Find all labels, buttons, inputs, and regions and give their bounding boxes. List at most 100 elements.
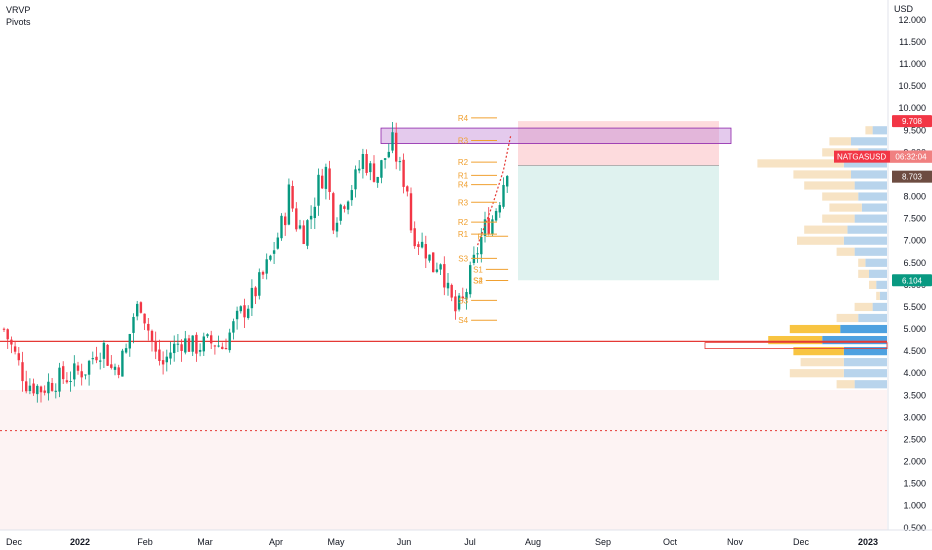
- candle-body: [239, 306, 242, 312]
- candle-body: [91, 358, 94, 360]
- candle-body: [321, 175, 324, 189]
- candle-body: [62, 366, 65, 380]
- candle-body: [198, 349, 202, 352]
- volume-bar-up: [876, 280, 887, 289]
- candle-body: [173, 343, 176, 354]
- candle-body: [28, 385, 32, 392]
- candle-body: [221, 346, 224, 350]
- time-axis[interactable]: Dec 2022 Feb Mar Apr May Jun Jul Aug Sep Oct Nov Dec…: [0, 529, 932, 547]
- candle-body: [210, 335, 213, 344]
- candle-body: [2, 328, 6, 330]
- candle-body: [461, 296, 464, 299]
- candle-body: [232, 321, 235, 333]
- candle-body: [420, 241, 424, 248]
- x-tick-label: Dec: [6, 537, 23, 547]
- y-tick-label: 11.500: [899, 37, 926, 47]
- volume-bar-down: [789, 369, 844, 378]
- legend-vrvp[interactable]: VRVP: [6, 5, 31, 15]
- candle-body: [391, 132, 394, 151]
- candle-body: [158, 349, 161, 361]
- candle-body: [398, 161, 402, 163]
- candle-body: [365, 154, 368, 173]
- candle-body: [80, 371, 83, 378]
- candle-body: [335, 222, 339, 232]
- candle-body: [291, 186, 294, 209]
- symbol-tag-name: NATGASUSD: [837, 153, 886, 162]
- candle-body: [224, 348, 228, 350]
- volume-bar-down: [793, 347, 844, 356]
- candle-body: [346, 201, 350, 210]
- y-tick-label: 1.500: [903, 479, 926, 489]
- y-tick-label: 5.500: [903, 302, 926, 312]
- volume-bar-down: [858, 269, 869, 278]
- candle-body: [143, 313, 146, 324]
- candle-body: [284, 216, 287, 226]
- candle-body: [432, 252, 435, 273]
- y-tick-label: 1.000: [903, 501, 926, 511]
- volume-bar-up: [854, 181, 887, 190]
- candle-body: [176, 343, 180, 345]
- y-tick-label: 0.500: [903, 523, 926, 533]
- trend-dotted-line: [477, 134, 512, 246]
- candle-body: [302, 225, 305, 245]
- volume-bar-up: [865, 258, 887, 267]
- candle-body: [243, 305, 246, 318]
- candle-body: [269, 255, 272, 260]
- volume-bar-down: [854, 302, 873, 312]
- candle-body: [295, 208, 298, 230]
- volume-bar-down: [757, 159, 844, 168]
- price-tag-bg: [892, 274, 932, 287]
- legend-pivots[interactable]: Pivots: [6, 17, 31, 27]
- candle-body: [187, 338, 191, 352]
- x-tick-label: Mar: [197, 537, 213, 547]
- grid: [0, 390, 887, 530]
- candle-body: [406, 186, 409, 192]
- pivot-label: S2: [473, 276, 483, 285]
- pivot-label: S3: [458, 254, 468, 263]
- candle-body: [124, 348, 128, 353]
- candle-body: [372, 163, 376, 182]
- horizontal-lines: [0, 340, 888, 432]
- pivot-label: R3: [458, 136, 469, 145]
- candle-body: [454, 296, 457, 312]
- take-profit-area[interactable]: [518, 165, 719, 281]
- y-tick-label: 4.500: [903, 346, 926, 356]
- y-tick-label: 8.000: [903, 192, 926, 202]
- y-tick-label: 10.000: [898, 103, 926, 113]
- candle-body: [361, 153, 365, 169]
- volume-bar-down: [829, 137, 851, 146]
- pivot-label: R2: [458, 158, 469, 167]
- candle-body: [313, 206, 316, 219]
- candle-body: [136, 303, 139, 317]
- supply-zone[interactable]: [380, 127, 732, 144]
- candle-body: [165, 356, 168, 363]
- countdown-label: 06:32:04: [895, 153, 927, 162]
- candle-body: [195, 334, 198, 354]
- volume-bar-down: [865, 126, 873, 135]
- candle-body: [298, 225, 302, 229]
- volume-bar-down: [793, 170, 851, 179]
- x-tick-label: Feb: [137, 537, 153, 547]
- candle-body: [206, 334, 209, 337]
- candle-body: [276, 237, 279, 249]
- volume-bar-up: [851, 170, 887, 179]
- candle-body: [369, 163, 372, 173]
- candle-body: [139, 302, 143, 313]
- candle-body: [128, 333, 131, 349]
- volume-bar-up: [869, 269, 887, 278]
- y-tick-label: 10.500: [898, 81, 926, 91]
- volume-bar-up: [843, 159, 887, 168]
- candle-body: [261, 271, 265, 275]
- volume-bar-down: [822, 214, 855, 223]
- candle-body: [306, 220, 309, 246]
- supply-zone-rect[interactable]: [380, 127, 732, 144]
- x-tick-label: Nov: [727, 537, 744, 547]
- candle-body: [110, 364, 113, 368]
- candle-body: [287, 184, 291, 225]
- candle-body: [502, 184, 505, 207]
- candle-body: [409, 193, 413, 231]
- y-tick-label: 2.000: [903, 457, 926, 467]
- short-position-tool[interactable]: [518, 121, 719, 281]
